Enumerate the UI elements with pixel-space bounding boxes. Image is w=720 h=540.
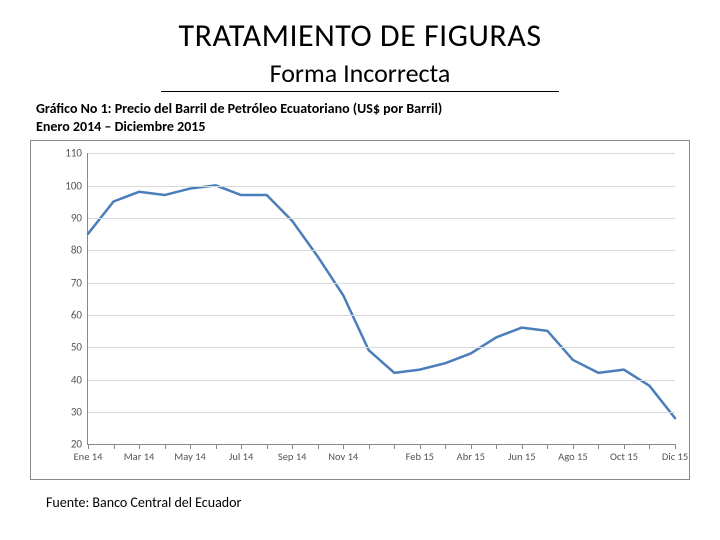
caption-line-1: Gráfico No 1: Precio del Barril de Petró… xyxy=(36,100,442,117)
y-tick-label: 50 xyxy=(71,341,82,354)
x-tick xyxy=(445,444,446,449)
x-tick xyxy=(573,444,574,449)
gridline xyxy=(88,315,675,316)
gridline xyxy=(88,186,675,187)
gridline xyxy=(88,283,675,284)
x-tick xyxy=(216,444,217,449)
x-tick-label: Jun 15 xyxy=(508,450,535,463)
line-series xyxy=(88,153,675,444)
gridline xyxy=(88,380,675,381)
page-title: TRATAMIENTO DE FIGURAS xyxy=(28,16,692,55)
x-tick-label: Ene 14 xyxy=(74,450,103,463)
y-tick-label: 60 xyxy=(71,309,82,322)
x-tick-label: Dic 15 xyxy=(662,450,688,463)
x-tick xyxy=(496,444,497,449)
chart-caption: Gráfico No 1: Precio del Barril de Petró… xyxy=(36,100,692,136)
x-tick xyxy=(522,444,523,449)
y-tick-label: 70 xyxy=(71,276,82,289)
x-tick xyxy=(165,444,166,449)
x-tick xyxy=(190,444,191,449)
x-tick xyxy=(343,444,344,449)
x-tick-label: Feb 15 xyxy=(406,450,434,463)
gridline xyxy=(88,347,675,348)
x-tick xyxy=(114,444,115,449)
gridline xyxy=(88,412,675,413)
x-tick xyxy=(292,444,293,449)
x-tick xyxy=(139,444,140,449)
x-tick xyxy=(420,444,421,449)
x-tick-label: Sep 14 xyxy=(278,450,307,463)
x-tick-label: Mar 14 xyxy=(124,450,155,463)
slide: TRATAMIENTO DE FIGURAS Forma Incorrecta … xyxy=(0,0,720,540)
caption-line-2: Enero 2014 – Diciembre 2015 xyxy=(36,118,692,136)
x-tick xyxy=(471,444,472,449)
x-tick xyxy=(369,444,370,449)
x-tick-label: Nov 14 xyxy=(328,450,358,463)
x-tick-label: Ago 15 xyxy=(558,450,588,463)
x-tick xyxy=(267,444,268,449)
x-tick-label: Oct 15 xyxy=(610,450,638,463)
y-tick-label: 40 xyxy=(71,373,82,386)
y-tick-label: 80 xyxy=(71,244,82,257)
x-tick xyxy=(649,444,650,449)
x-tick-label: May 14 xyxy=(174,450,206,463)
y-tick-label: 110 xyxy=(65,147,82,160)
gridline xyxy=(88,218,675,219)
y-tick-label: 100 xyxy=(65,179,82,192)
page-subtitle: Forma Incorrecta xyxy=(161,57,559,92)
x-tick xyxy=(394,444,395,449)
x-tick xyxy=(598,444,599,449)
x-tick-label: Jul 14 xyxy=(229,450,253,463)
gridline xyxy=(88,250,675,251)
y-tick-label: 30 xyxy=(71,406,82,419)
y-tick-label: 20 xyxy=(71,438,82,451)
x-tick xyxy=(624,444,625,449)
x-tick xyxy=(547,444,548,449)
chart-source: Fuente: Banco Central del Ecuador xyxy=(46,494,692,511)
x-tick xyxy=(675,444,676,449)
x-tick-label: Abr 15 xyxy=(457,450,485,463)
x-tick xyxy=(318,444,319,449)
price-line xyxy=(88,186,675,419)
x-tick xyxy=(241,444,242,449)
y-tick-label: 90 xyxy=(71,212,82,225)
plot-area: 2030405060708090100110Ene 14Mar 14May 14… xyxy=(87,153,675,445)
gridline xyxy=(88,153,675,154)
x-tick xyxy=(88,444,89,449)
chart-container: 20 30 40 50 60 70 80 90 100 110 Ene 14 Mar 14 May 14… xyxy=(30,140,690,480)
